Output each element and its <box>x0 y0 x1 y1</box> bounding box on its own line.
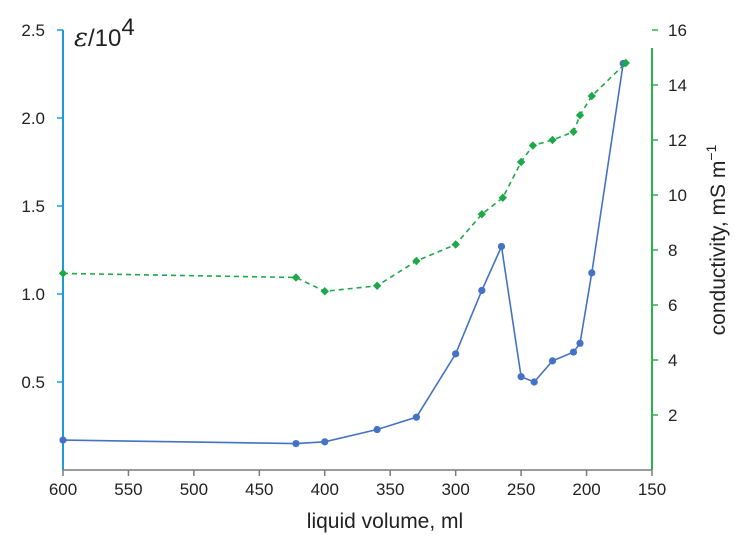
conductivity-data-point <box>58 269 68 278</box>
right-tick-label: 14 <box>668 76 687 95</box>
x-tick-label: 550 <box>114 480 142 499</box>
conductivity-data-point <box>498 193 507 202</box>
x-axis-title: liquid volume, ml <box>307 510 463 533</box>
conductivity-data-point <box>372 281 382 290</box>
conductivity-data-point <box>621 58 631 68</box>
conductivity-data-point <box>451 240 460 249</box>
right-tick-label: 4 <box>668 351 677 370</box>
conductivity-data-point <box>587 91 596 101</box>
series-layer <box>58 58 631 448</box>
x-tick-label: 500 <box>180 480 208 499</box>
permittivity-data-point <box>569 348 578 356</box>
conductivity-data-point <box>575 111 585 120</box>
left-tick-label: 2.0 <box>21 109 45 128</box>
conductivity-data-point <box>477 210 487 219</box>
permittivity-data-point <box>373 425 381 434</box>
x-tick-label: 250 <box>507 480 535 499</box>
left-tick-label: 2.5 <box>21 21 45 40</box>
right-tick-label: 8 <box>668 241 677 260</box>
right-tick-label: 16 <box>668 21 687 40</box>
x-tick-label: 600 <box>49 480 77 499</box>
right-axis-title-exponent: −1 <box>703 144 719 160</box>
right-tick-label: 12 <box>668 131 687 150</box>
permittivity-series-line <box>62 63 624 445</box>
left-axis-title-exponent: 4 <box>121 14 134 41</box>
left-tick-label: 0.5 <box>21 373 45 392</box>
right-tick-label: 10 <box>668 186 687 205</box>
left-tick-label: 1.5 <box>21 197 45 216</box>
permittivity-data-point <box>321 438 329 446</box>
permittivity-data-point <box>452 350 460 358</box>
conductivity-data-point <box>548 135 557 145</box>
permittivity-data-point <box>412 413 420 421</box>
conductivity-data-point <box>291 273 301 282</box>
permittivity-data-point <box>530 378 538 386</box>
x-tick-label: 300 <box>441 480 469 499</box>
permittivity-data-point <box>497 242 506 251</box>
left-axis-title-scale: /10 <box>88 25 121 52</box>
permittivity-data-point <box>478 286 486 295</box>
right-tick-label: 2 <box>668 406 677 425</box>
permittivity-data-point <box>517 373 525 381</box>
conductivity-data-point <box>516 157 526 167</box>
x-tick-label: 200 <box>572 480 600 499</box>
permittivity-data-point <box>548 357 557 365</box>
left-axis-title-symbol: ε <box>74 23 88 53</box>
conductivity-series-line <box>62 62 627 293</box>
conductivity-data-point <box>569 127 578 136</box>
conductivity-data-point <box>320 287 329 296</box>
permittivity-data-point <box>576 339 584 347</box>
left-axis-title: ε/104 <box>74 14 135 53</box>
right-axis-title: conductivity, mS m−1 <box>703 144 730 335</box>
axes-layer: 600 550 500 450 400 350 300 250 200 150 0.5 1.0 1.5 2… <box>21 21 687 499</box>
conductivity-data-point <box>528 141 538 150</box>
permittivity-data-point <box>292 440 300 448</box>
x-tick-label: 350 <box>376 480 404 499</box>
conductivity-data-point <box>412 256 421 266</box>
permittivity-data-point <box>59 436 67 444</box>
x-tick-label: 450 <box>245 480 273 499</box>
right-axis-title-text: conductivity, mS m <box>707 161 730 336</box>
permittivity-data-point <box>588 269 596 277</box>
right-tick-label: 6 <box>668 296 677 315</box>
x-tick-label: 400 <box>311 480 339 499</box>
left-tick-label: 1.0 <box>21 285 45 304</box>
x-tick-label: 150 <box>638 480 666 499</box>
